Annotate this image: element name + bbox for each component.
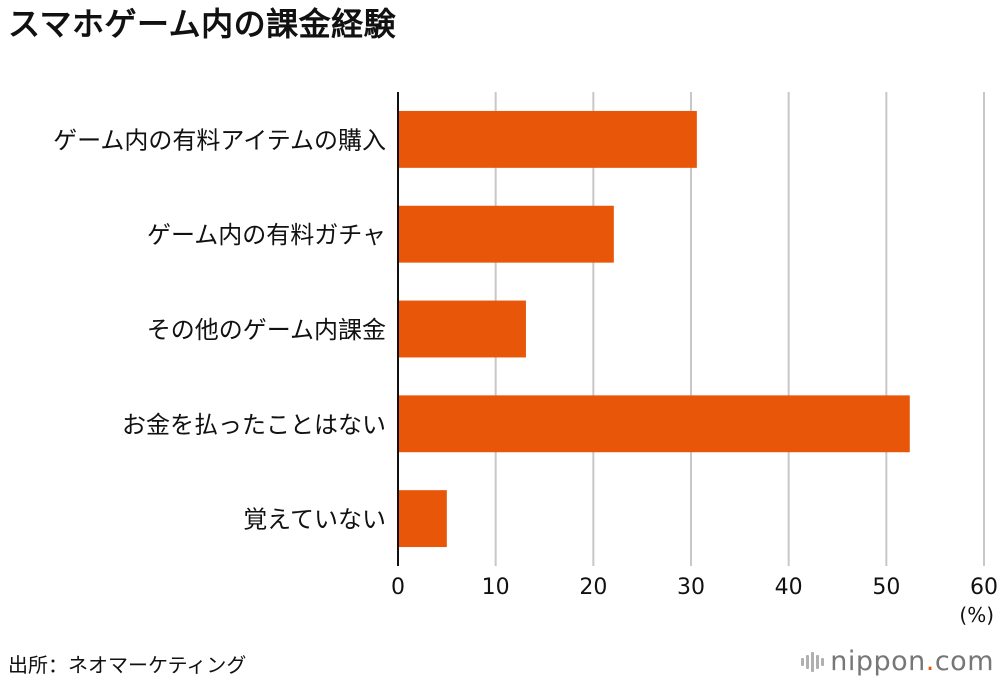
x-axis-unit-label: (%) — [959, 603, 994, 627]
bars — [398, 110, 910, 548]
brand-wordmark: nippon.com — [830, 646, 994, 677]
brand-suffix: com — [934, 646, 994, 677]
source-note: 出所：ネオマーケティング — [8, 653, 247, 677]
bar — [398, 110, 697, 168]
nippon-logo-icon — [801, 650, 825, 674]
bar — [398, 395, 910, 453]
x-tick-label: 0 — [391, 575, 405, 600]
x-tick-label: 20 — [579, 575, 607, 600]
category-label: その他のゲーム内課金 — [147, 316, 386, 344]
category-labels: ゲーム内の有料アイテムの購入ゲーム内の有料ガチャその他のゲーム内課金お金を払った… — [53, 126, 386, 533]
x-tick-label: 10 — [482, 575, 510, 600]
x-axis-ticks: 0 10 20 30 40 50 60 — [391, 575, 998, 600]
grid-lines — [494, 92, 985, 566]
category-label: 覚えていない — [243, 506, 386, 534]
category-label: ゲーム内の有料アイテムの購入 — [53, 126, 386, 154]
brand-logo: nippon.com — [801, 646, 994, 677]
bar — [398, 490, 447, 548]
category-label: お金を払ったことはない — [122, 411, 386, 439]
x-tick-label: 60 — [970, 575, 998, 600]
bar-chart: ゲーム内の有料アイテムの購入ゲーム内の有料ガチャその他のゲーム内課金お金を払った… — [53, 92, 998, 627]
x-tick-label: 50 — [872, 575, 900, 600]
bar — [398, 205, 614, 263]
brand-name: nippon — [830, 646, 926, 677]
category-label: ゲーム内の有料ガチャ — [147, 221, 386, 249]
page-title: スマホゲーム内の課金経験 — [8, 5, 397, 43]
x-tick-label: 40 — [775, 575, 803, 600]
x-tick-label: 30 — [677, 575, 705, 600]
brand-dot: . — [925, 646, 935, 677]
bar — [398, 300, 526, 358]
